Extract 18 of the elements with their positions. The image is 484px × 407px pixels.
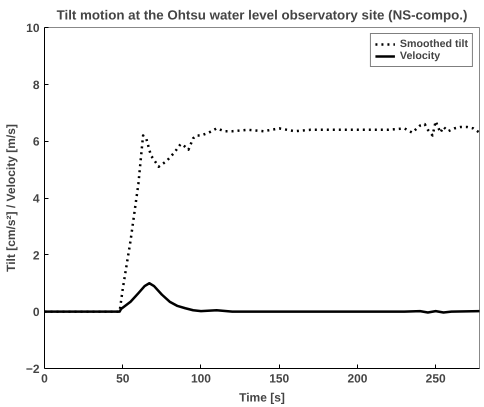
y-tick-label: 0 [32,305,40,320]
x-tick-label: 0 [41,372,48,386]
x-axis-title: Time [s] [239,390,285,404]
y-tick-label: 10 [26,21,40,35]
y-tick-label: 8 [32,78,40,92]
chart-title: Tilt motion at the Ohtsu water level observatory site (NS-compo.) [56,8,468,22]
y-tick-label: −2 [26,362,40,376]
x-tick-label: 50 [116,372,130,386]
legend-label: Velocity [400,50,440,62]
y-tick-label: 2 [32,248,40,262]
y-tick-label: 4 [32,192,40,206]
x-tick-label: 250 [426,372,446,386]
x-tick-label: 200 [347,372,368,386]
y-axis-title: Tilt [cm/s²] / Velocity [m/s] [4,124,18,272]
legend-label: Smoothed tilt [400,38,468,50]
x-tick-label: 100 [190,372,212,386]
y-tick-label: 6 [32,134,40,149]
x-tick-label: 150 [269,372,290,386]
